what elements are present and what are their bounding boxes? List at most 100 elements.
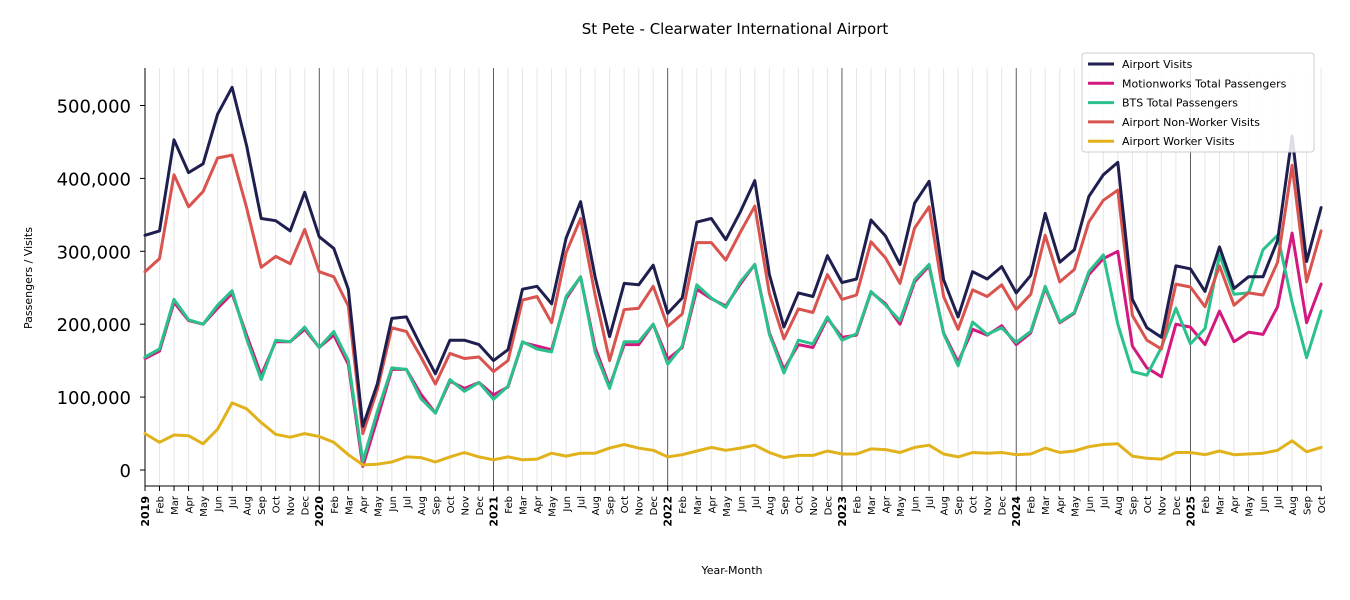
x-tick-month-label: Oct: [969, 496, 980, 513]
y-axis-ticks: 0 100,000 200,000 300,000 400,000 500,000: [57, 97, 145, 482]
axes: [144, 68, 1322, 487]
x-tick-month-label: Mar: [519, 495, 530, 515]
x-tick-month-label: Oct: [272, 496, 283, 513]
x-tick-year-label: 2022: [662, 496, 675, 527]
x-tick-month-label: Sep: [780, 496, 791, 515]
x-tick-month-label: Sep: [606, 496, 617, 515]
x-tick-month-label: Oct: [446, 496, 457, 513]
x-tick-year-label: 2020: [313, 496, 326, 527]
x-axis-ticks: 2019 Feb Mar Apr May Jun Jul Aug Sep Oct Nov Dec 202…: [139, 486, 1328, 527]
x-tick-month-label: Mar: [1215, 495, 1226, 515]
x-tick-month-label: Feb: [156, 496, 167, 514]
x-tick-month-label: Sep: [1303, 496, 1314, 515]
x-tick-month-label: Dec: [998, 496, 1009, 515]
x-tick-month-label: May: [896, 496, 907, 517]
y-axis-label: Passengers / Visits: [22, 227, 35, 329]
x-tick-month-label: Mar: [693, 495, 704, 515]
legend: Airport Visits Motionworks Total Passenge…: [1081, 52, 1315, 153]
x-tick-month-label: Dec: [649, 496, 660, 515]
x-tick-month-label: Jun: [562, 496, 573, 513]
x-tick-month-label: Sep: [431, 496, 442, 515]
x-tick-month-label: Apr: [533, 495, 544, 513]
x-tick-month-label: Feb: [852, 496, 863, 514]
x-tick-month-label: Dec: [301, 496, 312, 515]
x-tick-month-label: Jun: [388, 496, 399, 513]
x-tick-month-label: Dec: [1172, 496, 1183, 515]
x-tick-month-label: Nov: [1157, 496, 1168, 516]
x-tick-year-label: 2023: [836, 496, 849, 527]
x-tick-month-label: Dec: [823, 496, 834, 515]
x-tick-month-label: Feb: [1201, 496, 1212, 514]
x-tick-month-label: Dec: [475, 496, 486, 515]
series-line-airport-worker-visits: [143, 401, 1323, 467]
x-tick-month-label: May: [373, 496, 384, 517]
vertical-grid: [144, 68, 1322, 486]
y-tick-label: 0: [120, 461, 131, 482]
x-tick-month-label: Mar: [867, 495, 878, 515]
x-tick-month-label: Nov: [809, 496, 820, 516]
x-tick-month-label: Sep: [257, 496, 268, 515]
y-tick-label: 400,000: [57, 169, 131, 190]
x-tick-month-label: May: [722, 496, 733, 517]
chart-title: St Pete - Clearwater International Airpo…: [582, 20, 889, 38]
x-tick-month-label: Jul: [1274, 496, 1285, 509]
x-tick-year-label: 2021: [487, 496, 500, 527]
x-tick-month-label: Mar: [344, 495, 355, 515]
x-tick-month-label: Aug: [765, 496, 776, 516]
x-tick-month-label: Jul: [1099, 496, 1110, 509]
series-lines: [143, 85, 1323, 468]
x-tick-month-label: Jul: [228, 496, 239, 509]
x-tick-month-label: Apr: [1056, 495, 1067, 513]
x-axis-label: Year-Month: [700, 564, 762, 577]
x-tick-month-label: Nov: [460, 496, 471, 516]
x-tick-month-label: Jul: [402, 496, 413, 509]
x-tick-month-label: Jun: [214, 496, 225, 513]
x-tick-month-label: Mar: [170, 495, 181, 515]
x-tick-month-label: Jul: [577, 496, 588, 509]
x-tick-month-label: Apr: [1230, 495, 1241, 513]
x-tick-month-label: Feb: [504, 496, 515, 514]
x-tick-month-label: Jun: [1259, 496, 1270, 513]
x-tick-month-label: Apr: [707, 495, 718, 513]
x-tick-month-label: Feb: [678, 496, 689, 514]
x-tick-month-label: Jun: [736, 496, 747, 513]
x-tick-month-label: Aug: [243, 496, 254, 516]
series-line-bts-total-passengers: [143, 233, 1323, 463]
x-tick-month-label: Feb: [330, 496, 341, 514]
x-tick-month-label: Nov: [983, 496, 994, 516]
y-tick-label: 500,000: [57, 97, 131, 118]
x-tick-month-label: Aug: [1114, 496, 1125, 516]
x-tick-month-label: Jun: [911, 496, 922, 513]
x-tick-month-label: Sep: [954, 496, 965, 515]
legend-entry-label: Airport Worker Visits: [1122, 135, 1235, 148]
x-tick-month-label: Apr: [359, 495, 370, 513]
x-tick-month-label: Jun: [1085, 496, 1096, 513]
y-tick-label: 300,000: [57, 242, 131, 263]
x-tick-month-label: Mar: [1041, 495, 1052, 515]
x-tick-year-label: 2025: [1184, 496, 1197, 527]
x-tick-month-label: Feb: [1027, 496, 1038, 514]
x-tick-month-label: Oct: [794, 496, 805, 513]
x-tick-month-label: Aug: [940, 496, 951, 516]
y-tick-label: 200,000: [57, 315, 131, 336]
legend-entry-label: BTS Total Passengers: [1122, 97, 1238, 110]
legend-entry-label: Airport Non-Worker Visits: [1122, 116, 1260, 129]
x-tick-month-label: Jul: [925, 496, 936, 509]
legend-entry-label: Airport Visits: [1122, 58, 1193, 71]
y-tick-label: 100,000: [57, 388, 131, 409]
x-tick-year-label: 2019: [139, 496, 152, 527]
x-tick-month-label: Oct: [1317, 496, 1328, 513]
x-tick-month-label: May: [1245, 496, 1256, 517]
legend-box: [1081, 52, 1315, 153]
x-tick-month-label: Aug: [417, 496, 428, 516]
legend-entry-label: Motionworks Total Passengers: [1122, 77, 1287, 90]
x-tick-month-label: Nov: [286, 496, 297, 516]
x-tick-month-label: Oct: [1143, 496, 1154, 513]
x-tick-month-label: May: [548, 496, 559, 517]
x-tick-month-label: Aug: [591, 496, 602, 516]
x-tick-month-label: Aug: [1288, 496, 1299, 516]
x-tick-year-label: 2024: [1010, 496, 1023, 527]
x-tick-month-label: Nov: [635, 496, 646, 516]
x-tick-month-label: Apr: [882, 495, 893, 513]
